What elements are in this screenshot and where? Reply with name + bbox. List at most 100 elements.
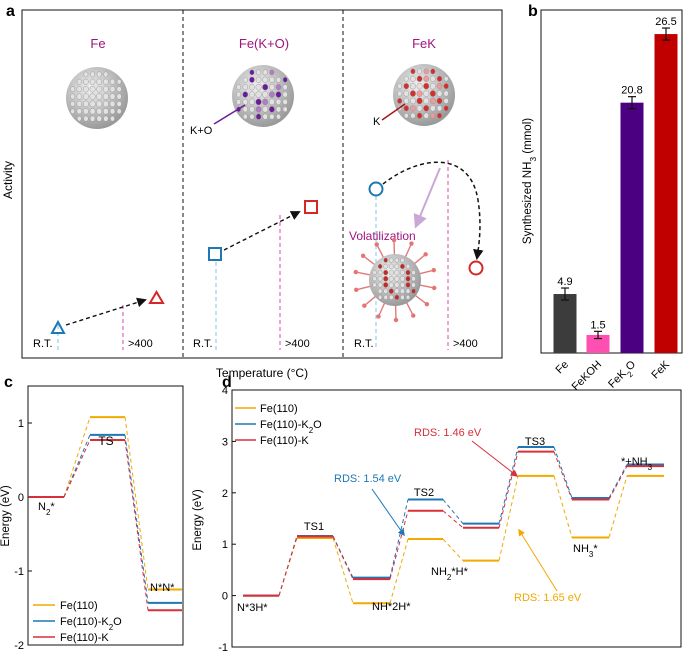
k-o-label: K+O (190, 125, 213, 137)
legend-d-fe110-k2o: Fe(110)-K2O (260, 419, 322, 435)
panel-d-legend: Fe(110) Fe(110)-K2O Fe(110)-K (235, 403, 322, 447)
state-label-ts3: TS3 (525, 436, 545, 448)
rds-annotation-k2o: RDS: 1.54 eV (334, 473, 402, 485)
panel-a-frame (21, 9, 503, 359)
bar-fek (654, 34, 678, 353)
connector-fe110 (553, 475, 573, 538)
high-t-label-3: >400 (453, 338, 478, 350)
bar-value-label: 20.8 (621, 85, 642, 97)
section-title-fek: FeK (412, 36, 436, 51)
rds-arrow-k2o (371, 488, 405, 537)
rt-label-3: R.T. (354, 338, 374, 350)
fek-sphere-icon (393, 64, 455, 126)
y-tick-label: 3 (222, 436, 228, 448)
connector-fe110-k (498, 451, 519, 528)
panel-d-ylabel: Energy (eV) (192, 489, 204, 551)
connector-fe110 (498, 475, 519, 561)
panel-a: a Activity Temperature (°C) Fe R.T. >400… (1, 3, 503, 380)
high-t-label-2: >400 (285, 338, 310, 350)
panel-label-b: b (528, 3, 538, 20)
panel-label-d: d (222, 374, 232, 391)
y-tick-label: 0 (222, 591, 228, 603)
activity-axis-label: Activity (1, 161, 15, 199)
connector-fe110 (63, 416, 91, 498)
panel-b: b Synthesized NH3 (mmol) 4.9 Fe 1.5 FeKOH 20… (522, 3, 683, 393)
panel-d-frame (231, 389, 682, 648)
connector-fe110-k2o (442, 499, 464, 524)
fek-activity-arrow (382, 161, 484, 261)
connector-fe110-k (278, 536, 298, 596)
bar-category-label: FeK (649, 358, 672, 381)
state-label-ts2: TS2 (414, 487, 434, 499)
connector-fe110-k2o (63, 434, 91, 498)
connector-fe110-k (124, 439, 149, 611)
bar-value-label: 4.9 (557, 276, 572, 288)
k-label: K (373, 116, 381, 128)
state-label-n3h: N*3H* (237, 602, 268, 614)
connector-fe110-k2o (389, 499, 409, 578)
connector-fe110-k2o (553, 446, 573, 499)
connector-fe110-k (442, 510, 464, 529)
volatilization-label: Volatilization (349, 229, 416, 243)
bar-ylabel: Synthesized NH3 (mmol) (522, 118, 538, 244)
fe-k-o-high-t-square (304, 200, 318, 214)
legend-c-fe110-k2o: Fe(110)-K2O (60, 616, 122, 632)
fe-activity-arrow (65, 297, 147, 326)
state-label-n2: N2* (38, 501, 55, 517)
connector-fe110-k (608, 465, 628, 500)
rds-arrow-fe110 (518, 528, 558, 592)
connector-fe110 (442, 538, 464, 561)
y-tick-label: 4 (222, 385, 228, 397)
state-label-ts: TS (98, 434, 113, 448)
connector-fe110-k2o (608, 464, 628, 499)
y-tick-label: 1 (222, 539, 228, 551)
fek-rt-circle (368, 181, 384, 197)
panel-c: c Energy (eV) -2 -1 0 1 N2* TS N*N* Fe(110)… (0, 374, 184, 651)
rt-label-1: R.T. (33, 338, 53, 350)
connector-fe110 (608, 475, 628, 538)
bar-category-label: Fe (554, 359, 572, 377)
legend-c-fe110: Fe(110) (60, 600, 98, 612)
volatilized-sphere-icon (353, 237, 437, 323)
bar-category-label: FeKOH (570, 359, 604, 393)
y-tick-label: 0 (18, 492, 24, 504)
rds-annotation-fe110: RDS: 1.65 eV (514, 592, 582, 604)
y-tick-label: -1 (218, 642, 228, 651)
k-pointer (381, 103, 406, 121)
fe-k-o-activity-arrow (223, 211, 301, 251)
bar-value-label: 26.5 (655, 16, 676, 28)
y-tick-label: 1 (18, 418, 24, 430)
legend-d-fe110-k: Fe(110)-K (260, 435, 309, 447)
fe-k-o-rt-square (208, 247, 222, 261)
connector-fe110-k (553, 451, 573, 500)
connector-fe110-k (332, 536, 354, 580)
bar-value-label: 1.5 (590, 319, 605, 331)
y-tick-label: 2 (222, 488, 228, 500)
connector-fe110-k2o (124, 434, 149, 603)
panel-b-frame (540, 9, 683, 354)
bar-fekoh (586, 334, 610, 353)
connector-fe110 (124, 417, 149, 590)
legend-c-fe110-k: Fe(110)-K (60, 632, 109, 644)
fe-high-t-triangle (148, 290, 165, 304)
fe-sphere-icon (66, 67, 128, 129)
fek-high-t-circle (468, 260, 484, 276)
state-label-ts1: TS1 (304, 521, 324, 533)
fe-rt-triangle (50, 319, 66, 334)
y-tick-label: -2 (14, 640, 24, 651)
panel-c-ylabel: Energy (eV) (0, 485, 12, 547)
connector-fe110 (332, 537, 354, 604)
state-label-nh3: NH3* (573, 543, 598, 559)
panel-c-legend: Fe(110) Fe(110)-K2O Fe(110)-K (33, 600, 122, 644)
panel-label-c: c (4, 374, 13, 391)
legend-d-fe110: Fe(110) (260, 403, 298, 415)
state-label-product: *+NH3 (621, 456, 653, 472)
state-label-nn: N*N* (150, 582, 175, 594)
rt-label-2: R.T. (193, 338, 213, 350)
y-tick-label: -1 (14, 566, 24, 578)
connector-fe110 (389, 538, 409, 604)
fe-k-o-sphere-icon (232, 65, 294, 127)
bar-fe (553, 294, 577, 353)
bar-fek2o (620, 102, 644, 354)
connector-fe110-k (63, 439, 91, 498)
